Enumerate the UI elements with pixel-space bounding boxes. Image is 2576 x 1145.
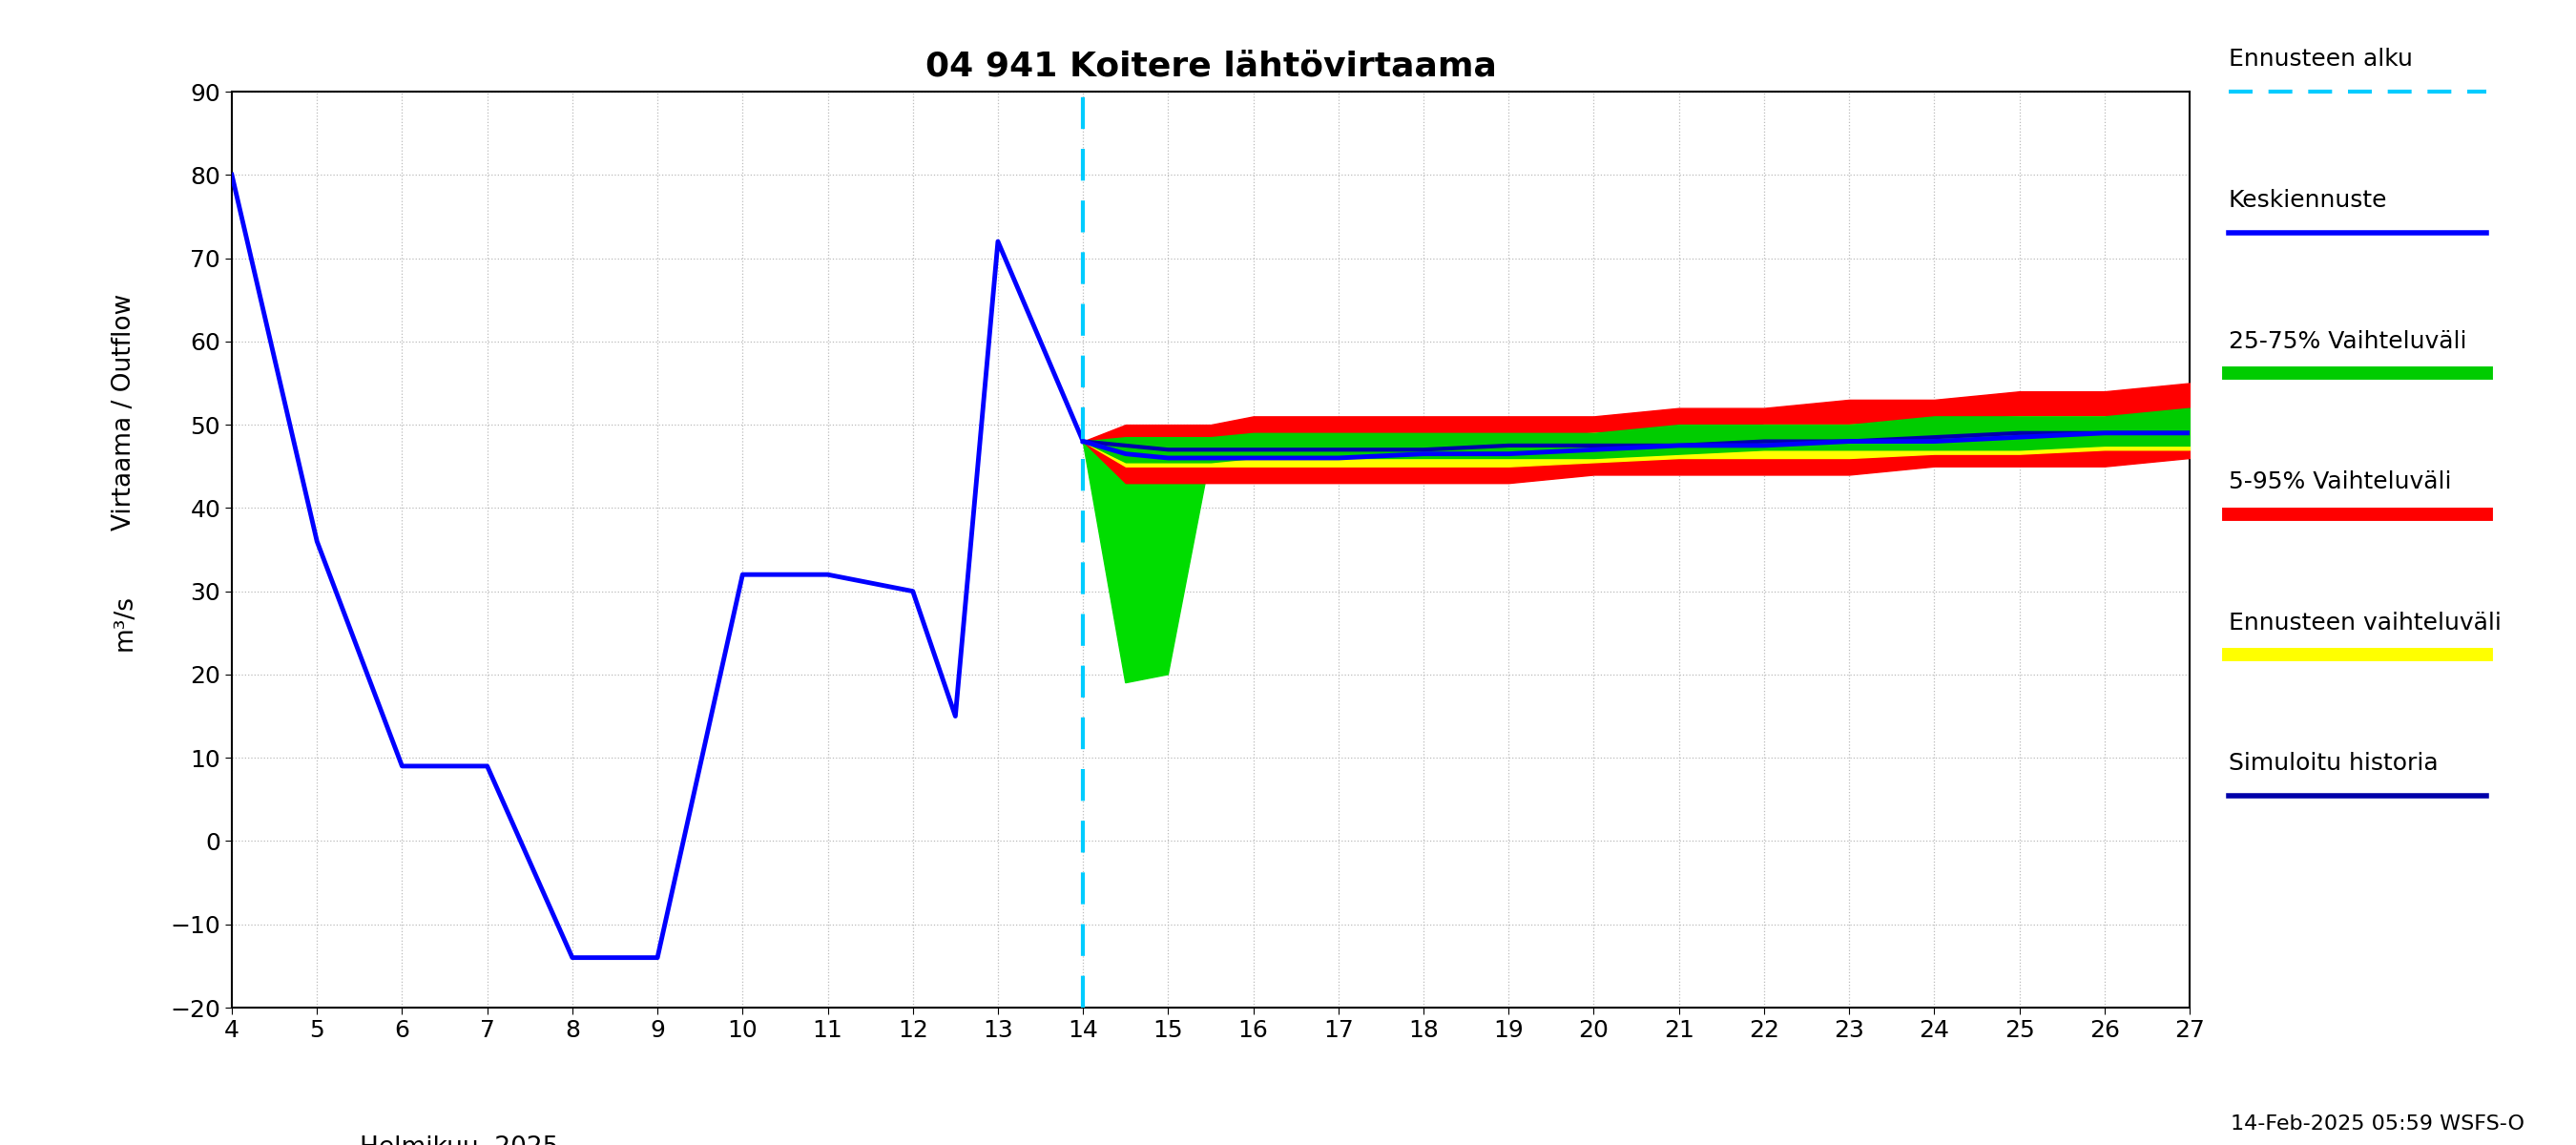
Text: Ennusteen vaihteluväli: Ennusteen vaihteluväli [2228, 611, 2501, 634]
Text: Virtaama / Outflow: Virtaama / Outflow [111, 294, 137, 530]
Text: Simuloitu historia: Simuloitu historia [2228, 752, 2437, 775]
Text: Helmikuu  2025: Helmikuu 2025 [361, 1136, 559, 1145]
Text: 25-75% Vaihteluväli: 25-75% Vaihteluväli [2228, 330, 2465, 353]
Text: Keskiennuste: Keskiennuste [2228, 189, 2388, 212]
Text: Ennusteen alku: Ennusteen alku [2228, 48, 2411, 71]
Text: 14-Feb-2025 05:59 WSFS-O: 14-Feb-2025 05:59 WSFS-O [2231, 1114, 2524, 1134]
Polygon shape [997, 242, 1255, 682]
Text: 5-95% Vaihteluväli: 5-95% Vaihteluväli [2228, 471, 2450, 493]
Title: 04 941 Koitere lähtövirtaama: 04 941 Koitere lähtövirtaama [925, 50, 1497, 82]
Text: m³/s: m³/s [111, 594, 137, 652]
